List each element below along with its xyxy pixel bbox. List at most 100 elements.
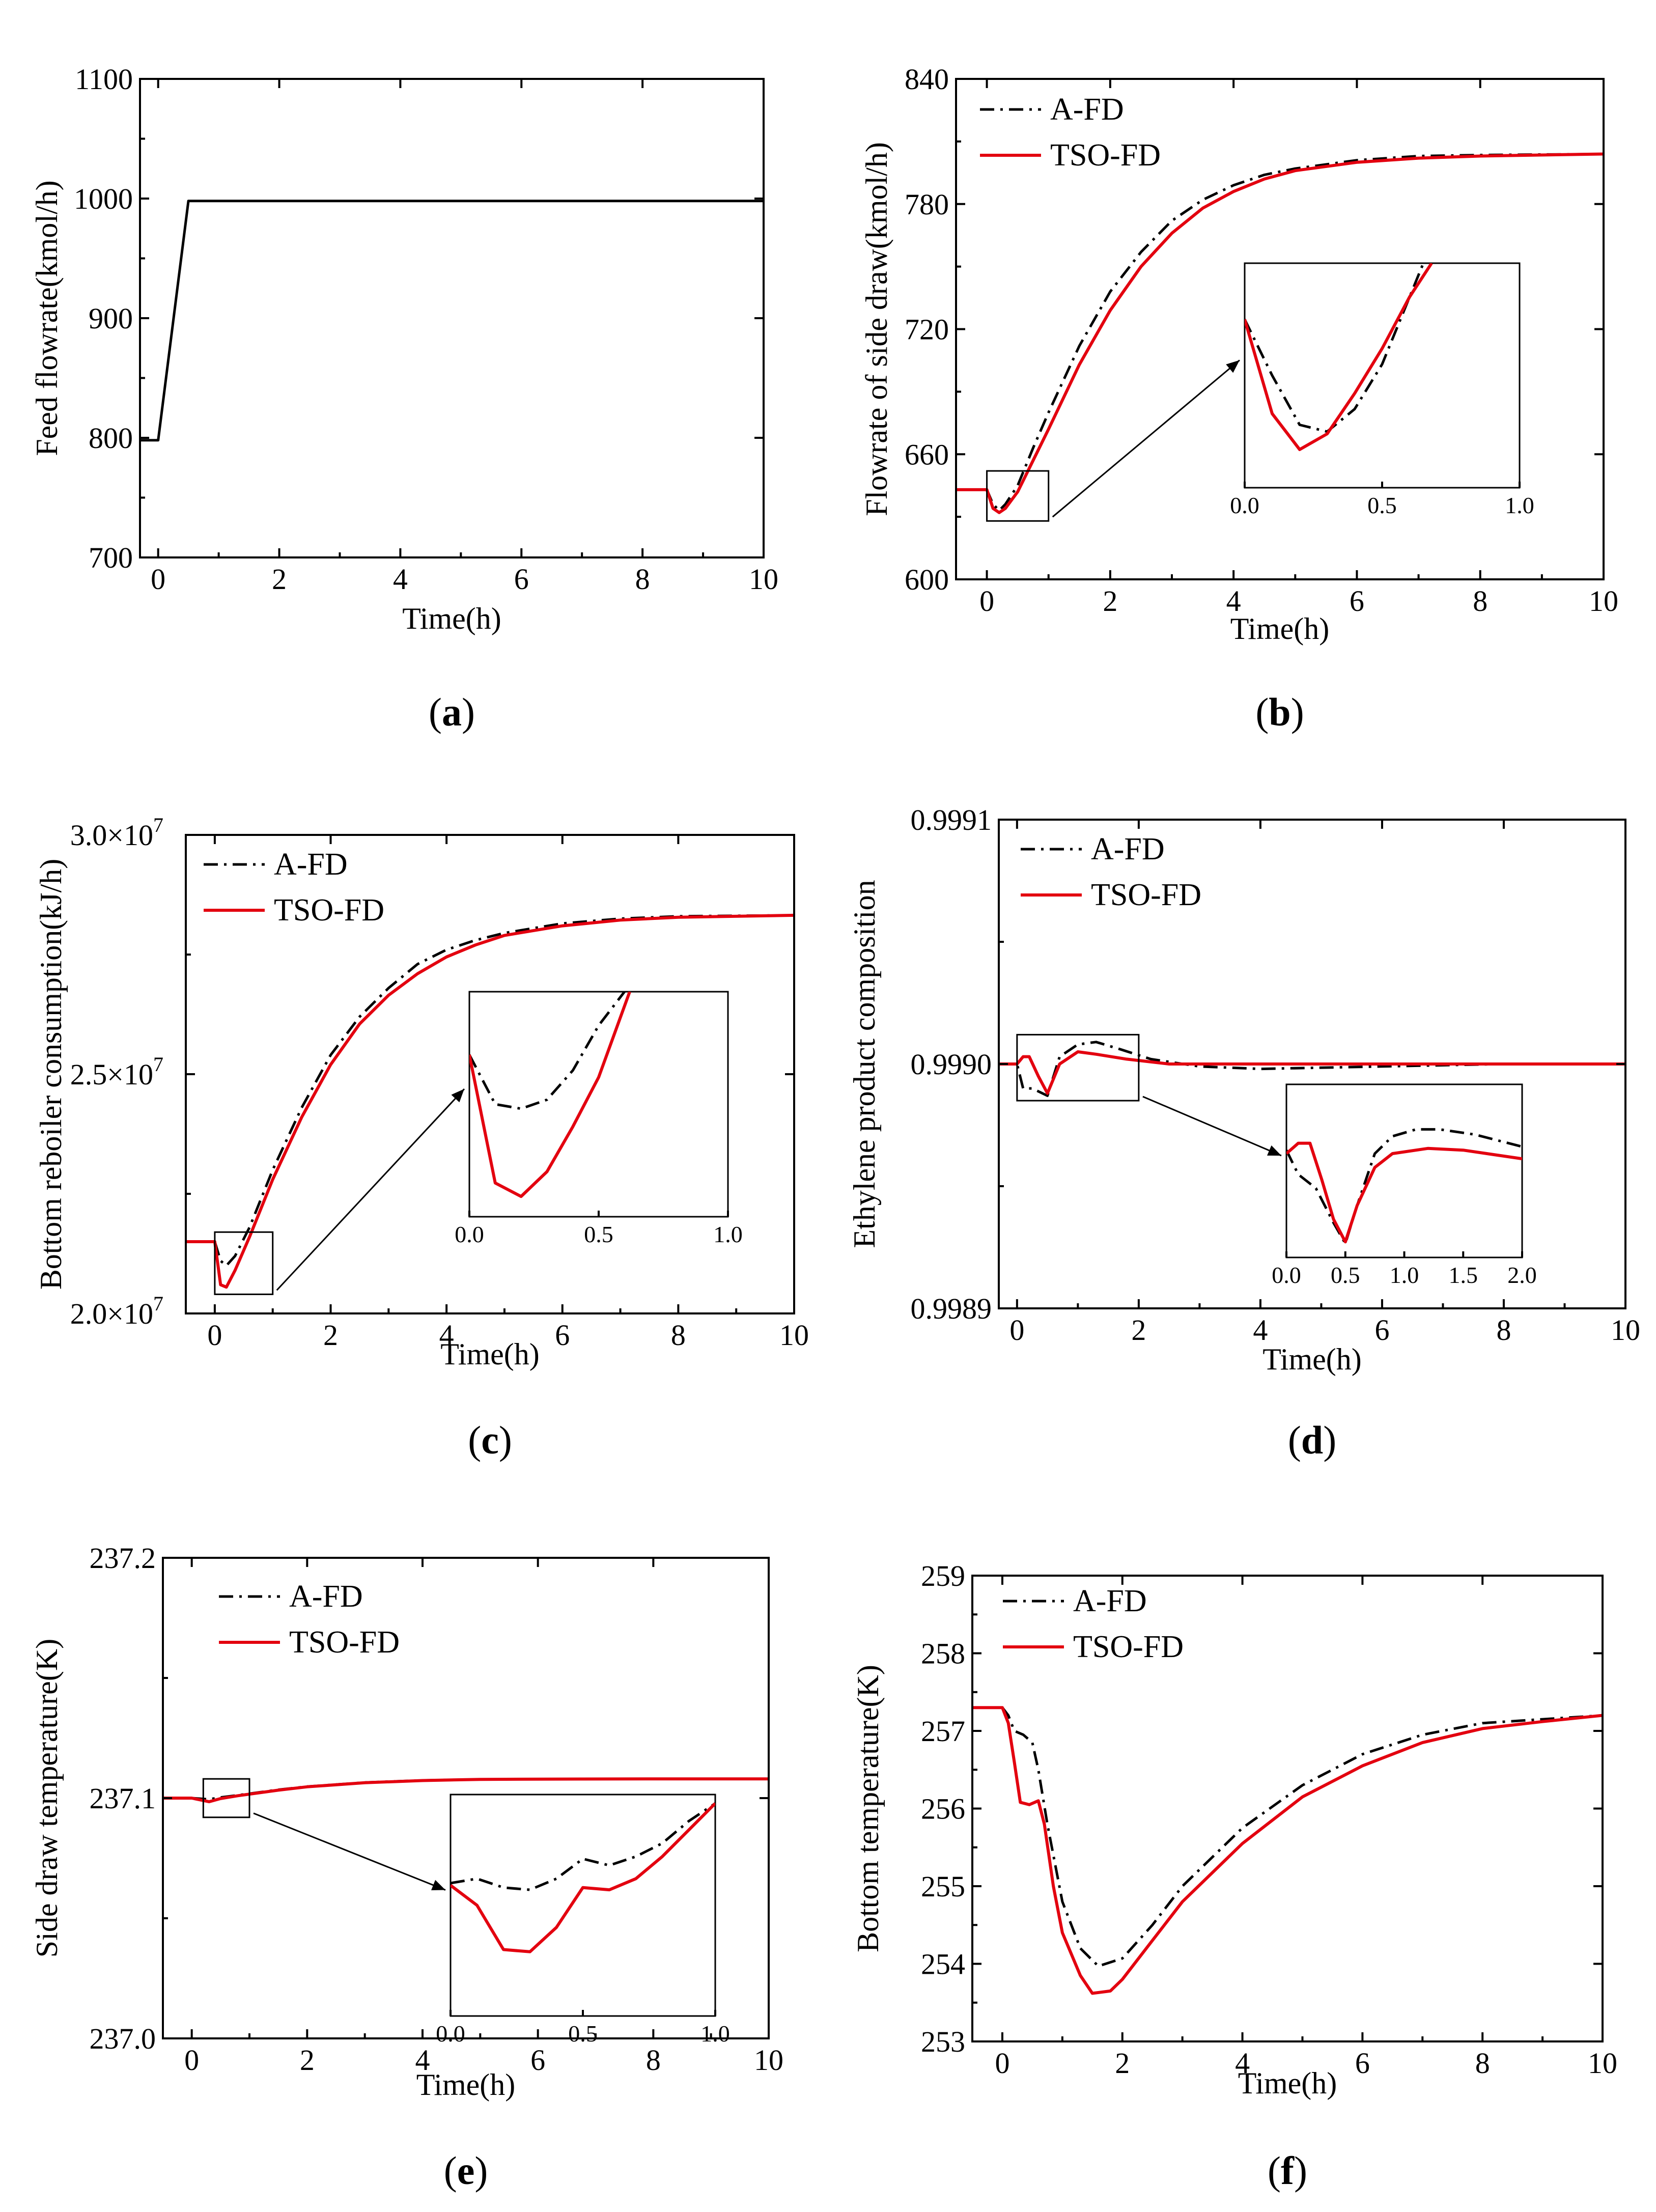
panel-e-y-tick-label: 237.0: [90, 2022, 156, 2055]
panel-a-x-tick-label: 10: [749, 563, 778, 596]
panel-f-x-tick-label: 4: [1235, 2047, 1250, 2080]
panel-c-plot-area: 0 2 4 6 8 10 2.0×107 2.5×107 3.0×107 0.0 0.5 1.0: [70, 814, 809, 1352]
panel-f-y-tick-label: 258: [921, 1637, 965, 1670]
panel-b-y-tick-label: 720: [905, 313, 949, 346]
panel-d-legend-label-a-fd: A-FD: [1091, 832, 1165, 866]
panel-d-y-tick-label: 0.9990: [911, 1048, 992, 1081]
panel-e-zoom-arrow: [253, 1812, 446, 1891]
panel-c-inset-series-1: [469, 992, 631, 1198]
panel-d-series-tso-fd-line: [999, 1050, 1625, 1095]
panel-d: 0 2 4 6 8 10 0.9989 0.9990 0.9991 0.0 0.5 1.0 1.5 2.0…: [848, 803, 1640, 1462]
panel-a-x-tick-label: 2: [272, 563, 287, 596]
panel-a-caption: (a): [429, 690, 475, 734]
panel-c-x-tick-label: 10: [779, 1319, 809, 1352]
panel-c-y-tick-exponent: 7: [153, 814, 163, 836]
panel-d-inset-frame: [1285, 1083, 1523, 1258]
panel-c-inset-x-tick-label: 0.5: [584, 1221, 613, 1247]
panel-b-inset-x-tick-label: 0.5: [1367, 492, 1397, 518]
panel-c-x-tick-label: 8: [671, 1319, 686, 1352]
panel-e-zoom-arrowhead: [431, 1880, 445, 1891]
panel-e-inset-series-0: [451, 1802, 715, 1891]
panel-c-legend-label-a-fd: A-FD: [274, 847, 348, 882]
panel-a-y-tick-label: 1000: [74, 182, 133, 215]
panel-b-caption-letter: b: [1269, 690, 1290, 734]
panel-b-zoom-arrowhead: [1226, 360, 1240, 373]
panel-e-caption: (e): [444, 2148, 488, 2193]
panel-a-y-tick-label: 900: [89, 302, 133, 335]
panel-b-legend-label-tso-fd: TSO-FD: [1050, 138, 1161, 173]
panel-b-inset-frame: [1244, 262, 1521, 489]
panel-f-x-tick-label: 10: [1588, 2047, 1617, 2080]
panel-a-y-tick-label: 1100: [75, 63, 133, 96]
panel-b-inset-x-tick-label: 1.0: [1505, 492, 1534, 518]
panel-b-y-tick-label: 660: [905, 438, 949, 471]
panel-d-y-tick-label: 0.9989: [911, 1292, 992, 1325]
panel-e-legend-label-a-fd: A-FD: [289, 1579, 363, 1614]
panel-e-x-tick-label: 0: [184, 2043, 199, 2077]
panel-e-caption-letter: e: [457, 2148, 475, 2193]
panel-a-x-tick-label: 4: [393, 563, 408, 596]
panel-b-zoom-arrow: [1052, 359, 1240, 518]
panel-f-legend-label-tso-fd: TSO-FD: [1073, 1630, 1184, 1664]
panel-f-y-axis-label: Bottom temperature(K): [851, 1665, 885, 1952]
panel-b-x-tick-label: 8: [1473, 584, 1487, 618]
panel-e-x-tick-label: 4: [415, 2043, 430, 2077]
panel-d-zoom-box: [1016, 1033, 1140, 1102]
panel-a-plot-area: 0 2 4 6 8 10 700 800 900 1000 1100: [74, 63, 778, 596]
panel-b-x-tick-label: 2: [1103, 584, 1117, 618]
panel-d-x-tick-label: 6: [1374, 1313, 1389, 1347]
panel-c: 0 2 4 6 8 10 2.0×107 2.5×107 3.0×107 0.0 0.5 1.0 Ti…: [34, 814, 809, 1462]
panel-d-caption-letter: d: [1301, 1418, 1323, 1462]
panel-f-x-tick-label: 0: [995, 2047, 1009, 2080]
panel-c-y-axis-label: Bottom reboiler consumption(kJ/h): [34, 859, 68, 1290]
panel-a-y-tick-label: 700: [89, 541, 133, 574]
panel-a-caption-letter: a: [442, 690, 462, 734]
panel-d-series-a-fd-line: [999, 1041, 1625, 1097]
panel-e-series-tso-fd-line: [163, 1777, 769, 1804]
panel-c-y-tick-exponent: 7: [153, 1053, 163, 1076]
panel-e-zoom-box: [202, 1778, 250, 1818]
panel-c-x-tick-label: 0: [207, 1319, 222, 1352]
panel-d-x-tick-label: 2: [1131, 1313, 1146, 1347]
panel-c-zoom-arrow: [276, 1088, 465, 1291]
panel-f: 0 2 4 6 8 10 253 254 255 256 257 258 259 Time(h) Bot…: [851, 1559, 1617, 2193]
panel-f-y-tick-label: 256: [921, 1793, 965, 1826]
panel-c-caption-letter: c: [481, 1418, 499, 1462]
panel-e-inset-x-tick-label: 0.5: [568, 2021, 598, 2047]
panel-f-x-tick-label: 6: [1355, 2047, 1370, 2080]
panel-f-caption-letter: f: [1281, 2148, 1295, 2193]
panel-a-x-tick-label: 0: [151, 563, 165, 596]
panel-c-series-a-fd-line: [186, 914, 794, 1267]
panel-b-inset-series-1: [1245, 263, 1433, 451]
panel-e-inset-x-tick-label: 1.0: [700, 2021, 730, 2047]
panel-e-x-tick-label: 10: [754, 2043, 783, 2077]
panel-e-inset-series-1: [451, 1802, 715, 1953]
panel-d-y-axis-label: Ethylene product composition: [848, 880, 881, 1248]
panel-a: 0 2 4 6 8 10 700 800 900 1000 1100 Time(h) Feed fl…: [30, 63, 778, 734]
panel-d-x-tick-label: 10: [1611, 1313, 1640, 1347]
panel-a-axes-frame: [139, 78, 765, 558]
panel-b-series-tso-fd-line: [956, 152, 1604, 514]
panel-b-series-a-fd-line: [956, 153, 1604, 512]
panel-d-x-axis-label: Time(h): [1262, 1342, 1361, 1376]
panel-e-x-tick-label: 8: [646, 2043, 661, 2077]
panel-c-y-tick-label: 3.0×107: [70, 814, 163, 852]
panel-f-x-tick-label: 8: [1475, 2047, 1490, 2080]
panel-f-y-tick-label: 259: [921, 1559, 965, 1592]
panel-b-zoom-box: [986, 470, 1050, 522]
panel-e-y-tick-label: 237.1: [90, 1782, 156, 1815]
panel-c-inset-x-tick-label: 0.0: [455, 1221, 484, 1247]
panel-b-inset-x-tick-label: 0.0: [1230, 492, 1259, 518]
panel-c-caption: (c): [468, 1418, 512, 1462]
panel-c-inset-series-0: [469, 992, 626, 1110]
panel-b-legend-label-a-fd: A-FD: [1050, 92, 1124, 127]
panel-d-inset-x-tick-label: 0.0: [1272, 1262, 1301, 1288]
panel-e-x-axis-label: Time(h): [416, 2068, 515, 2102]
panel-d-plot-area: 0 2 4 6 8 10 0.9989 0.9990 0.9991 0.0 0.5 1.0 1.5 2.0: [911, 803, 1641, 1347]
panel-c-zoom-arrowhead: [451, 1089, 464, 1103]
panel-c-x-axis-label: Time(h): [440, 1337, 539, 1371]
panel-f-y-tick-label: 255: [921, 1870, 965, 1903]
panel-a-x-tick-label: 6: [514, 563, 529, 596]
